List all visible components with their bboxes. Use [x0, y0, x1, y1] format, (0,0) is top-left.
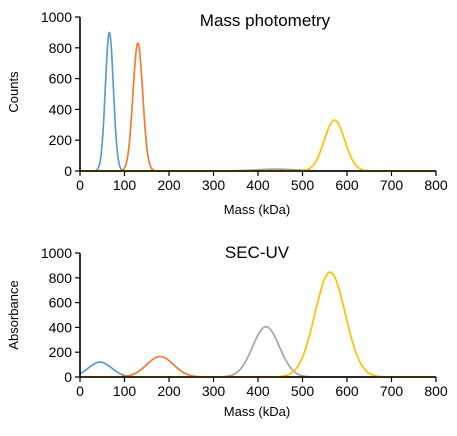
x-tick-label: 700: [380, 383, 404, 399]
x-tick-label: 100: [113, 177, 137, 193]
x-tick-label: 600: [335, 383, 359, 399]
y-tick-label: 800: [49, 40, 73, 56]
x-tick-label: 400: [246, 383, 270, 399]
y-tick-label: 0: [64, 163, 72, 179]
y-tick-label: 200: [49, 132, 73, 148]
y-tick-label: 600: [49, 295, 73, 311]
x-tick-label: 0: [76, 177, 84, 193]
series-line-3: [79, 325, 437, 378]
y-tick-label: 0: [64, 369, 72, 385]
y-tick-label: 400: [49, 101, 73, 117]
series-line-4: [79, 271, 437, 378]
x-tick-label: 0: [76, 383, 84, 399]
x-tick-label: 400: [246, 177, 270, 193]
x-tick-label: 800: [424, 383, 448, 399]
x-tick-label: 300: [202, 177, 226, 193]
x-axis-label: Mass (kDa): [224, 202, 290, 217]
x-tick-label: 500: [291, 177, 315, 193]
y-tick-label: 200: [49, 344, 73, 360]
x-tick-label: 200: [157, 383, 181, 399]
series-line-2: [79, 355, 437, 378]
x-tick-label: 300: [202, 383, 226, 399]
x-tick-label: 800: [424, 177, 448, 193]
x-tick-label: 100: [113, 383, 137, 399]
y-tick-label: 400: [49, 319, 73, 335]
y-tick-label: 800: [49, 270, 73, 286]
x-tick-label: 700: [380, 177, 404, 193]
series-line-1: [79, 31, 437, 172]
y-tick-label: 600: [49, 71, 73, 87]
y-tick-label: 1000: [41, 245, 72, 261]
x-tick-label: 500: [291, 383, 315, 399]
chart-title: Mass photometry: [200, 11, 331, 30]
y-axis-label: Counts: [6, 71, 21, 113]
y-tick-label: 1000: [41, 9, 72, 25]
series-line-2: [79, 42, 437, 172]
mass-photometry-chart: Mass photometry Counts Mass (kDa) 0 100 20…: [6, 9, 448, 217]
series-line-4: [79, 119, 437, 172]
y-axis-label: Absorbance: [6, 280, 21, 349]
x-tick-label: 600: [335, 177, 359, 193]
chart-title: SEC-UV: [225, 243, 290, 262]
sec-uv-chart: SEC-UV Absorbance Mass (kDa) 0 100 200 300 4…: [6, 243, 448, 419]
x-tick-label: 200: [157, 177, 181, 193]
x-axis-label: Mass (kDa): [224, 404, 290, 419]
